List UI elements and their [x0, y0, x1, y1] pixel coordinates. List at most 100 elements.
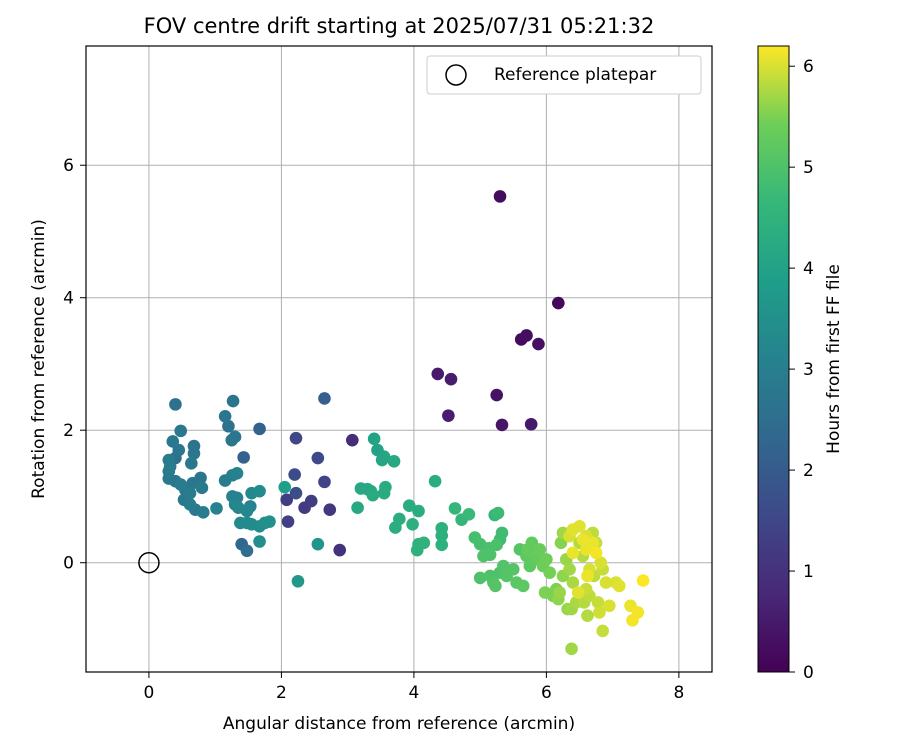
data-point	[491, 506, 505, 520]
colorbar-ticks: 0 1 2 3 4 5 6	[789, 57, 814, 683]
colorbar-tick-label: 3	[803, 360, 814, 380]
data-point	[566, 576, 580, 589]
data-point	[490, 388, 504, 402]
data-point	[589, 546, 603, 560]
data-point	[253, 422, 266, 436]
x-axis-label: Angular distance from reference (arcmin)	[223, 714, 575, 734]
data-point	[345, 433, 359, 447]
data-point	[483, 548, 497, 562]
data-point	[532, 337, 545, 351]
data-point	[626, 614, 639, 627]
data-point	[278, 480, 292, 494]
data-point	[166, 435, 180, 448]
data-point	[218, 410, 232, 423]
data-point	[428, 474, 442, 488]
data-point	[431, 367, 445, 381]
data-point	[174, 478, 188, 491]
x-tick-label: 8	[673, 683, 684, 703]
legend: Reference platepar	[426, 55, 702, 95]
data-point	[506, 563, 520, 576]
data-point	[571, 586, 585, 599]
x-tick-label: 4	[408, 683, 419, 703]
data-point	[524, 417, 538, 431]
data-point	[318, 392, 331, 405]
data-point	[228, 430, 242, 444]
x-axis-ticks: 0 2 4 6 8	[144, 672, 684, 703]
data-point	[596, 624, 609, 638]
data-point	[323, 503, 337, 517]
data-point	[375, 453, 389, 467]
data-point	[169, 398, 182, 411]
data-point	[554, 536, 568, 550]
colorbar-tick-label: 0	[803, 663, 814, 683]
data-point	[291, 574, 305, 588]
data-point	[566, 546, 580, 560]
data-point	[185, 457, 198, 470]
data-point	[174, 424, 188, 438]
data-point	[599, 576, 613, 589]
colorbar-tick-label: 6	[803, 57, 814, 77]
data-point	[406, 517, 419, 531]
colorbar-gradient	[757, 45, 790, 673]
data-point	[196, 506, 210, 519]
data-point	[289, 486, 303, 500]
data-point	[280, 493, 294, 507]
data-point	[417, 536, 431, 550]
data-point	[576, 533, 590, 546]
data-point	[187, 447, 201, 460]
data-point	[636, 574, 650, 587]
data-point	[444, 372, 458, 386]
data-point	[240, 544, 254, 558]
data-point	[495, 526, 509, 540]
x-tick-label: 6	[541, 683, 552, 703]
data-point	[288, 468, 301, 481]
data-point	[490, 538, 504, 552]
grid	[86, 46, 712, 672]
data-point	[565, 642, 578, 656]
data-point	[333, 543, 347, 557]
data-point	[435, 538, 449, 552]
data-points	[162, 190, 650, 656]
data-point	[222, 419, 235, 433]
data-point	[516, 579, 530, 593]
y-axis-ticks: 0 2 4 6	[63, 156, 86, 574]
legend-box	[426, 55, 702, 95]
data-point	[366, 488, 380, 502]
data-point	[163, 460, 177, 473]
data-point	[612, 579, 626, 593]
data-point	[493, 190, 507, 203]
data-point	[462, 508, 476, 521]
data-point	[230, 466, 244, 480]
y-tick-label: 2	[63, 421, 74, 441]
data-point	[553, 586, 566, 599]
data-point	[495, 418, 509, 432]
y-tick-label: 6	[63, 156, 74, 176]
data-point	[226, 394, 240, 408]
data-point	[593, 606, 606, 619]
data-point	[318, 475, 331, 489]
data-point	[552, 296, 565, 310]
data-point	[351, 501, 364, 515]
chart-title: FOV centre drift starting at 2025/07/31 …	[144, 14, 655, 38]
legend-marker-icon	[445, 64, 467, 86]
colorbar-label: Hours from first FF file	[824, 264, 844, 454]
data-point	[520, 329, 533, 342]
data-point	[435, 529, 449, 542]
data-point	[389, 521, 402, 534]
data-point	[195, 481, 209, 495]
x-tick-label: 0	[144, 683, 155, 703]
data-point	[289, 431, 303, 445]
data-point	[603, 599, 616, 613]
data-point	[253, 484, 266, 498]
data-point	[448, 502, 462, 515]
data-point	[183, 486, 197, 500]
plot-frame	[85, 45, 713, 673]
data-point	[379, 480, 392, 494]
data-point	[412, 504, 425, 518]
data-point	[210, 502, 223, 515]
data-point	[594, 556, 608, 569]
data-point	[263, 515, 276, 528]
data-point	[311, 451, 325, 465]
